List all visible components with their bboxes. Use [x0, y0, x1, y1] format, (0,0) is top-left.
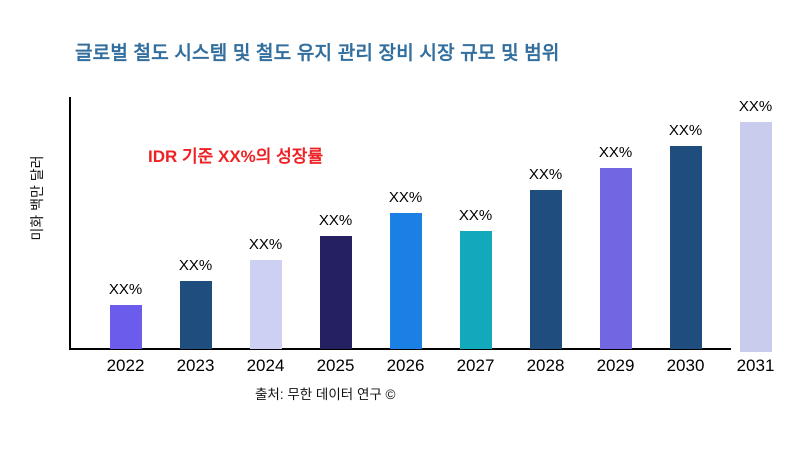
- bar-value-label-2028: XX%: [528, 166, 563, 183]
- x-axis-line: [69, 348, 731, 350]
- bar-value-label-2031: XX%: [738, 98, 773, 115]
- source-note: 출처: 무한 데이터 연구 ©: [255, 387, 396, 402]
- x-tick-label-2028: 2028: [526, 356, 565, 375]
- x-tick-label-2029: 2029: [596, 356, 635, 375]
- bar-2026: [389, 213, 422, 349]
- x-tick-label-2026: 2026: [386, 356, 425, 375]
- bar-2029: [599, 168, 632, 349]
- bar-value-label-2027: XX%: [458, 207, 493, 224]
- x-tick-label-2027: 2027: [456, 356, 495, 375]
- bar-2023: [179, 281, 212, 349]
- y-axis-label: 미화 백만 달러: [29, 155, 45, 241]
- chart-title: 글로벌 철도 시스템 및 철도 유지 관리 장비 시장 규모 및 범위: [75, 43, 560, 64]
- x-tick-label-2023: 2023: [176, 356, 215, 375]
- x-tick-label-2024: 2024: [246, 356, 285, 375]
- bar-2030: [669, 146, 702, 349]
- bar-2025: [319, 236, 352, 349]
- bar-value-label-2026: XX%: [388, 189, 423, 206]
- bar-2028: [529, 190, 562, 349]
- growth-rate-annotation: IDR 기준 XX%의 성장률: [148, 147, 324, 166]
- bar-value-label-2024: XX%: [248, 236, 283, 253]
- x-tick-label-2031: 2031: [736, 356, 775, 375]
- bar-2024: [249, 260, 282, 349]
- bar-value-label-2025: XX%: [318, 212, 353, 229]
- bar-2022: [109, 305, 142, 349]
- bar-value-label-2023: XX%: [178, 257, 213, 274]
- y-axis-line: [69, 97, 71, 350]
- bar-value-label-2030: XX%: [668, 122, 703, 139]
- x-tick-label-2030: 2030: [666, 356, 705, 375]
- x-tick-label-2022: 2022: [106, 356, 145, 375]
- bar-2031: [739, 122, 772, 352]
- x-tick-label-2025: 2025: [316, 356, 355, 375]
- bar-value-label-2029: XX%: [598, 144, 633, 161]
- bar-value-label-2022: XX%: [108, 281, 143, 298]
- bar-2027: [459, 231, 492, 349]
